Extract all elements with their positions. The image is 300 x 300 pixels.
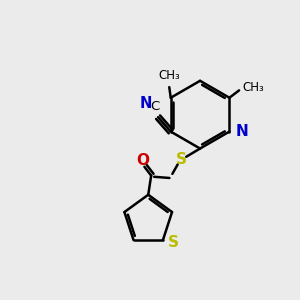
- Text: O: O: [136, 153, 149, 168]
- Text: C: C: [151, 100, 160, 113]
- Text: N: N: [140, 96, 152, 111]
- Text: CH₃: CH₃: [158, 69, 180, 82]
- Text: S: S: [168, 235, 179, 250]
- Text: S: S: [176, 152, 187, 167]
- Text: N: N: [236, 124, 249, 139]
- Text: CH₃: CH₃: [243, 81, 264, 94]
